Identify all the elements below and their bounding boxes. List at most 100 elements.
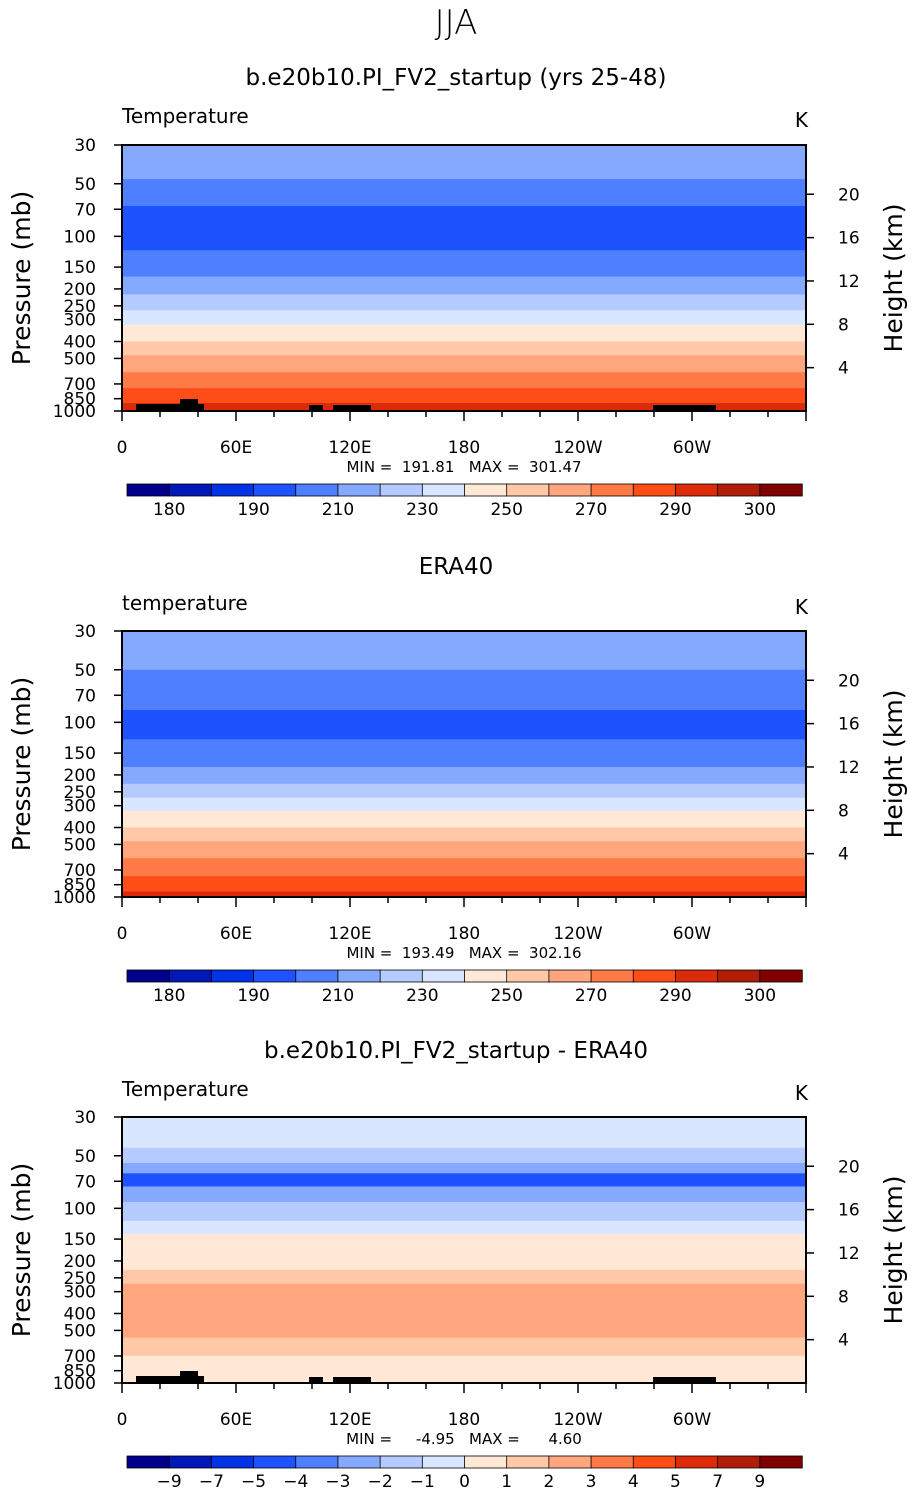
colorbar-label: 190 (237, 500, 269, 520)
colorbar-box (253, 969, 297, 983)
colorbar-label: 1 (501, 1472, 512, 1492)
colorbar-box (717, 1455, 761, 1469)
y-tick-label: 30 (74, 1108, 96, 1128)
chart-title: b.e20b10.PI_FV2_startup - ERA40 (264, 1038, 648, 1064)
colorbar-box (464, 969, 508, 983)
y-tick-label: 50 (74, 175, 96, 195)
colorbar-label: 180 (153, 500, 185, 520)
y-tick-label: 100 (64, 1199, 96, 1219)
contour-band (122, 1269, 806, 1285)
x-tick-label: 0 (117, 1410, 128, 1430)
page-title: JJA (435, 3, 478, 43)
x-tick-label: 180 (448, 1410, 480, 1430)
contour-band (122, 766, 806, 785)
contour-band (122, 145, 806, 180)
topography-mask (653, 1377, 716, 1383)
colorbar-box (126, 483, 170, 497)
contour-band (122, 1202, 806, 1222)
x-tick-label: 60E (220, 1410, 252, 1430)
y-tick-label: 850 (64, 1362, 96, 1382)
contour-band (122, 372, 806, 389)
contour-band (122, 827, 806, 842)
colorbar-label: 250 (490, 986, 522, 1006)
colorbar-box (759, 483, 803, 497)
x-tick-label: 180 (448, 438, 480, 458)
y-axis-title: Pressure (mb) (7, 677, 36, 851)
colorbar-box (675, 969, 719, 983)
y2-axis-title: Height (km) (879, 204, 908, 353)
colorbar-box (379, 969, 424, 983)
contour-band (122, 1233, 806, 1271)
y-tick-label: 250 (64, 783, 96, 803)
min-max-label: MIN = -4.95 MAX = 4.60 (346, 1430, 582, 1448)
colorbar-label: 3 (586, 1472, 597, 1492)
contour-band (122, 783, 806, 799)
topography-mask (653, 405, 716, 411)
colorbar-label: −9 (157, 1472, 182, 1492)
colorbar-box (295, 483, 339, 497)
y-tick-label: 250 (64, 297, 96, 317)
colorbar-box (632, 969, 677, 983)
contour-band (122, 179, 806, 207)
y2-tick-label: 20 (838, 185, 860, 205)
y-tick-label: 200 (64, 766, 96, 786)
contour-band (122, 403, 806, 412)
y-axis-title: Pressure (mb) (7, 1163, 36, 1337)
contour-band (122, 1337, 806, 1357)
y2-tick-label: 4 (838, 845, 849, 865)
y2-tick-label: 12 (838, 272, 860, 292)
contour-band (122, 310, 806, 326)
y-tick-label: 300 (64, 797, 96, 817)
x-tick-label: 120E (328, 924, 371, 944)
x-tick-label: 120W (553, 1410, 602, 1430)
x-tick-label: 60W (673, 438, 712, 458)
colorbar-label: 270 (575, 986, 607, 1006)
colorbar-box (548, 969, 592, 983)
y-tick-label: 300 (64, 311, 96, 331)
x-tick-label: 180 (448, 924, 480, 944)
contour-band (122, 631, 806, 671)
y-tick-label: 700 (64, 861, 96, 881)
colorbar-box (210, 1455, 255, 1469)
y2-tick-label: 16 (838, 1201, 860, 1221)
colorbar-box (295, 1455, 339, 1469)
contour-band (122, 710, 806, 740)
y-tick-label: 1000 (53, 402, 96, 422)
contour-band (122, 1117, 806, 1149)
y-tick-label: 400 (64, 332, 96, 352)
colorbar-label: 2 (543, 1472, 554, 1492)
colorbar-box (210, 483, 255, 497)
contour-band (122, 250, 806, 278)
y-tick-label: 250 (64, 1269, 96, 1289)
x-tick-label: 120W (553, 438, 602, 458)
topography-mask (309, 1377, 323, 1383)
colorbar-label: 270 (575, 500, 607, 520)
contour-band (122, 388, 806, 404)
colorbar-box (253, 483, 297, 497)
y-tick-label: 400 (64, 1304, 96, 1324)
colorbar-box (168, 483, 213, 497)
colorbar-box (548, 483, 592, 497)
colorbar-box (632, 483, 677, 497)
colorbar-box (168, 1455, 213, 1469)
variable-label: Temperature (121, 1077, 249, 1101)
colorbar-box (590, 1455, 634, 1469)
topography-mask (333, 405, 371, 411)
y2-tick-label: 16 (838, 229, 860, 249)
y-tick-label: 1000 (53, 1374, 96, 1394)
y-tick-label: 50 (74, 661, 96, 681)
colorbar-box (464, 1455, 508, 1469)
colorbar-box (548, 1455, 592, 1469)
contour-band (122, 841, 806, 859)
y-tick-label: 850 (64, 876, 96, 896)
colorbar-box (168, 969, 213, 983)
colorbar-box (590, 483, 634, 497)
topography-mask (180, 1371, 198, 1383)
contour-band (122, 876, 806, 893)
y-tick-label: 1000 (53, 888, 96, 908)
colorbar-label: 4 (628, 1472, 639, 1492)
x-tick-label: 120E (328, 1410, 371, 1430)
contour-band (122, 206, 806, 251)
colorbar-box (295, 969, 339, 983)
